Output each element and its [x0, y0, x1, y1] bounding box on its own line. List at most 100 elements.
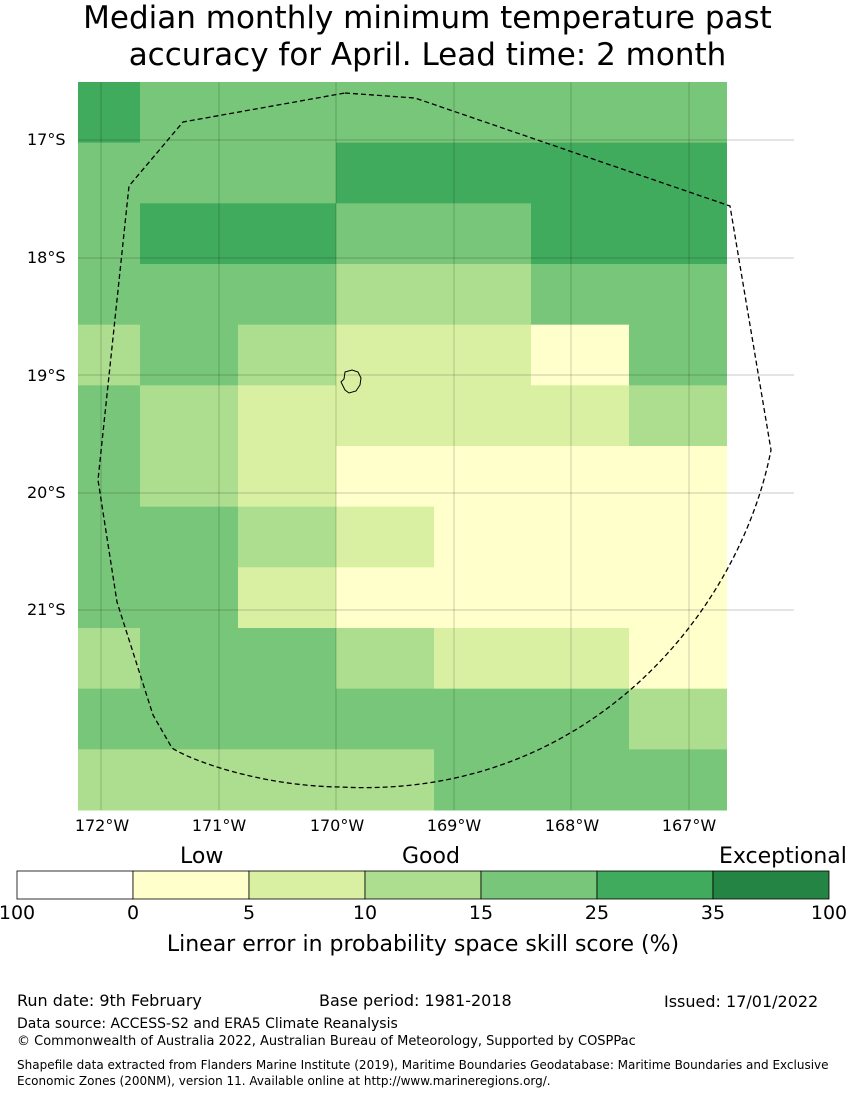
grid-cell: [78, 324, 140, 386]
lon-label-169w: 169°W: [426, 816, 482, 835]
grid-cell: [140, 203, 238, 265]
grid-cell: [629, 324, 727, 386]
graticule: [78, 82, 794, 810]
colorbar: [16, 870, 830, 900]
run-date: Run date: 9th February: [17, 991, 202, 1010]
grid-cell: [434, 142, 531, 204]
lat-label-17s: 17°S: [27, 130, 66, 149]
colorbar-label: Linear error in probability space skill …: [166, 932, 680, 957]
grid-cell: [629, 688, 727, 750]
grid-cell: [531, 142, 629, 204]
grid-cell: [531, 749, 629, 811]
grid-cell: [336, 688, 434, 750]
niue-island-outline: [340, 369, 362, 394]
lon-label-170w: 170°W: [309, 816, 365, 835]
grid-cell: [140, 628, 238, 690]
grid-cell: [140, 688, 238, 750]
grid-cell: [629, 506, 727, 568]
grid-cell: [336, 385, 434, 447]
grid-cell: [629, 628, 727, 690]
grid-cell: [336, 446, 434, 508]
grid-cell: [238, 567, 336, 629]
grid-cell: [78, 506, 140, 568]
grid-cell: [78, 142, 140, 204]
lon-label-172w: 172°W: [74, 816, 130, 835]
colorbar-tick: 100: [810, 902, 848, 924]
grid-cell: [531, 264, 629, 326]
colorbar-swatch: [712, 870, 830, 900]
grid-cell: [78, 749, 140, 811]
grid-cell: [336, 203, 434, 265]
map-title: Median monthly minimum temperature past …: [0, 0, 855, 74]
colorbar-swatch: [248, 870, 366, 900]
lat-label-18s: 18°S: [27, 248, 66, 267]
colorbar-word-good: Good: [402, 844, 460, 869]
grid-cell: [629, 203, 727, 265]
grid-cell: [140, 749, 238, 811]
grid-cell: [531, 688, 629, 750]
grid-cell: [78, 688, 140, 750]
data-source: Data source: ACCESS-S2 and ERA5 Climate …: [17, 1016, 398, 1032]
grid-cell: [531, 628, 629, 690]
lon-label-168w: 168°W: [544, 816, 600, 835]
grid-cell: [531, 385, 629, 447]
grid-cell: [78, 385, 140, 447]
grid-cell: [434, 385, 531, 447]
grid-cell: [78, 446, 140, 508]
skill-grid: [78, 82, 727, 811]
lon-label-171w: 171°W: [191, 816, 247, 835]
grid-cell: [531, 506, 629, 568]
issued-date: Issued: 17/01/2022: [664, 992, 819, 1011]
grid-cell: [434, 749, 531, 811]
grid-cell: [238, 324, 336, 386]
grid-cell: [238, 264, 336, 326]
map-title-line1: Median monthly minimum temperature past: [83, 0, 772, 36]
map-title-line2: accuracy for April. Lead time: 2 month: [128, 37, 727, 73]
eez-boundary: [97, 92, 772, 789]
grid-cell: [140, 324, 238, 386]
grid-cell: [434, 82, 531, 144]
colorbar-tick: 15: [468, 902, 494, 924]
lon-label-167w: 167°W: [661, 816, 717, 835]
grid-cell: [531, 567, 629, 629]
base-period: Base period: 1981-2018: [319, 991, 512, 1010]
grid-cell: [238, 385, 336, 447]
grid-cell: [434, 203, 531, 265]
colorbar-tick: 5: [242, 902, 256, 924]
colorbar-swatch: [364, 870, 482, 900]
grid-cell: [434, 324, 531, 386]
grid-cell: [531, 446, 629, 508]
colorbar-swatch: [480, 870, 598, 900]
grid-cell: [629, 142, 727, 204]
grid-cell: [238, 203, 336, 265]
lat-label-19s: 19°S: [27, 366, 66, 385]
grid-cell: [238, 446, 336, 508]
grid-cell: [434, 567, 531, 629]
grid-cell: [140, 385, 238, 447]
grid-cell: [238, 142, 336, 204]
grid-cell: [78, 82, 140, 144]
copyright-note: © Commonwealth of Australia 2022, Austra…: [17, 1034, 636, 1049]
colorbar-tick: 10: [352, 902, 378, 924]
grid-cell: [629, 749, 727, 811]
grid-cell: [336, 264, 434, 326]
grid-cell: [238, 688, 336, 750]
grid-cell: [336, 506, 434, 568]
grid-cell: [336, 142, 434, 204]
grid-cell: [238, 82, 336, 144]
grid-cell: [140, 446, 238, 508]
grid-cell: [629, 82, 727, 144]
grid-cell: [78, 567, 140, 629]
lat-label-20s: 20°S: [27, 483, 66, 502]
colorbar-tick: 100: [0, 902, 36, 924]
grid-cell: [629, 446, 727, 508]
grid-cell: [531, 203, 629, 265]
colorbar-word-low: Low: [180, 844, 224, 869]
grid-cell: [336, 324, 434, 386]
grid-cell: [531, 324, 629, 386]
shapefile-credit: Shapefile data extracted from Flanders M…: [17, 1058, 829, 1088]
grid-cell: [336, 628, 434, 690]
colorbar-swatch: [596, 870, 714, 900]
grid-cell: [336, 82, 434, 144]
